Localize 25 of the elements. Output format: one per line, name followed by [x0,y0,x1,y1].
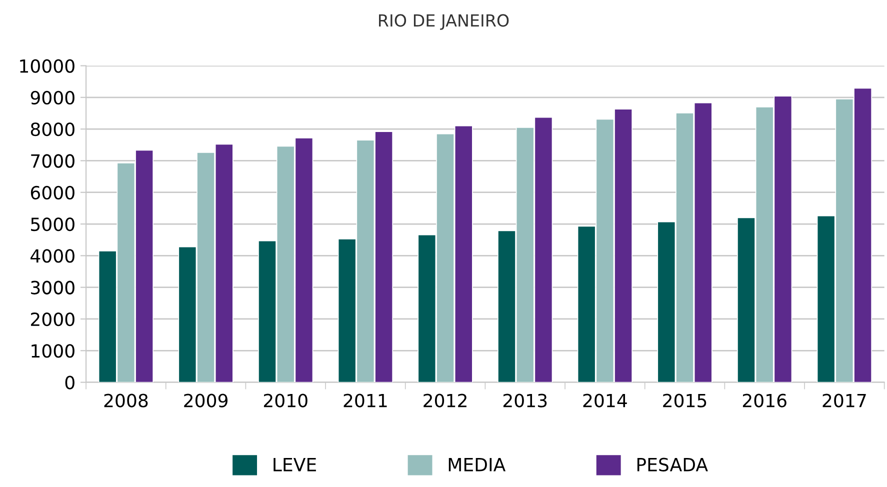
y-tick-label: 7000 [31,154,74,168]
x-tick-label: 2017 [822,394,866,408]
legend-label: LEVE [274,458,316,472]
y-tick-label: 3000 [31,280,74,294]
x-tick-label: 2013 [503,394,547,408]
y-tick-label: 5000 [31,217,74,232]
x-tick-label: 2010 [264,394,308,408]
x-tick-label: 2011 [344,394,387,408]
x-tick-label: 2014 [583,394,627,408]
y-tick-label: 1000 [32,344,74,358]
y-tick-label: 2000 [30,312,74,326]
y-tick-label: 4000 [30,249,74,263]
legend-label: MEDIA [448,458,506,472]
x-tick-label: 2016 [742,394,786,408]
y-tick-label: 9000 [30,90,74,105]
x-tick-label: 2012 [424,394,466,408]
y-tick-label: 10000 [20,59,74,73]
y-tick-label: 8000 [30,122,74,136]
x-tick-label: 2008 [104,394,148,408]
legend-label: PESADA [637,458,708,472]
chart-title: RIO DE JANEIRO [379,14,509,30]
x-tick-label: 2009 [184,394,228,408]
y-tick-label: 0 [65,376,74,390]
y-tick-label: 6000 [30,186,74,200]
x-tick-label: 2015 [663,394,706,408]
